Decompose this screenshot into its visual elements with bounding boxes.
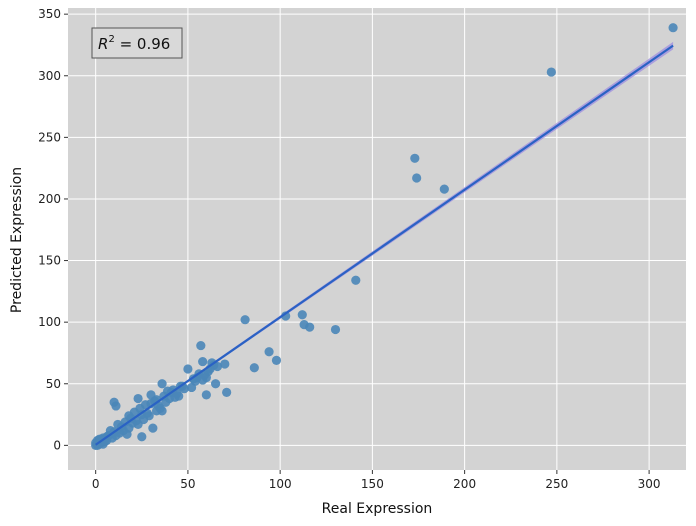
y-tick-label: 50: [46, 377, 61, 391]
data-point: [271, 355, 282, 365]
data-point: [264, 347, 274, 357]
data-point: [546, 67, 556, 77]
y-tick-label: 150: [38, 254, 61, 268]
r-squared-exponent: 2: [108, 34, 114, 45]
x-tick-label: 150: [361, 477, 384, 491]
data-point: [412, 173, 422, 183]
regression-line: [95, 44, 674, 446]
data-point: [212, 361, 223, 372]
data-point: [201, 373, 211, 383]
data-point: [668, 23, 678, 33]
data-point: [124, 411, 134, 421]
data-point: [249, 363, 259, 373]
y-tick-label: 0: [53, 438, 61, 452]
r-squared-value: = 0.96: [115, 35, 171, 53]
data-point: [157, 406, 167, 416]
data-point: [91, 438, 101, 448]
data-point: [111, 401, 121, 411]
x-tick-label: 200: [453, 477, 476, 491]
x-tick-label: 100: [269, 477, 292, 491]
y-tick-label: 300: [38, 69, 61, 83]
data-point: [240, 315, 250, 325]
data-point: [439, 184, 449, 194]
data-point: [133, 419, 143, 430]
data-point: [330, 324, 341, 335]
y-axis-label: Predicted Expression: [9, 167, 25, 313]
data-point: [133, 393, 143, 404]
data-point: [148, 423, 158, 433]
data-point: [410, 153, 420, 163]
data-point: [305, 322, 315, 332]
r-squared-annotation: R2 = 0.96: [91, 27, 183, 59]
x-tick-label: 300: [638, 477, 661, 491]
x-tick-label: 250: [545, 477, 568, 491]
data-point: [196, 340, 206, 351]
x-axis-label: Real Expression: [322, 501, 433, 517]
x-tick-label: 50: [180, 477, 195, 491]
data-point: [122, 429, 132, 439]
data-point: [190, 376, 200, 386]
data-point: [201, 390, 211, 400]
regression-line-layer: [95, 44, 674, 446]
r-squared-box: [91, 27, 183, 59]
data-point: [210, 379, 221, 389]
x-axis-ticks: 0 50 100 150 200 250 300: [92, 470, 661, 491]
grid-lines: [68, 8, 686, 470]
data-point: [351, 275, 361, 285]
data-point: [297, 310, 307, 320]
y-tick-label: 350: [38, 7, 61, 21]
data-point: [183, 364, 193, 374]
y-tick-label: 200: [38, 192, 61, 206]
data-point: [222, 387, 232, 397]
r-squared-symbol: R: [98, 35, 108, 53]
data-point: [198, 356, 208, 367]
y-axis-ticks: 0 50 100 150 200 250 300 350: [38, 7, 68, 452]
y-tick-label: 250: [38, 130, 61, 144]
data-point: [220, 359, 230, 369]
data-point: [137, 432, 147, 442]
r-squared-label: R2 = 0.96: [98, 34, 170, 53]
y-tick-label: 100: [38, 315, 61, 329]
data-point: [157, 379, 167, 389]
x-tick-label: 0: [92, 477, 100, 491]
